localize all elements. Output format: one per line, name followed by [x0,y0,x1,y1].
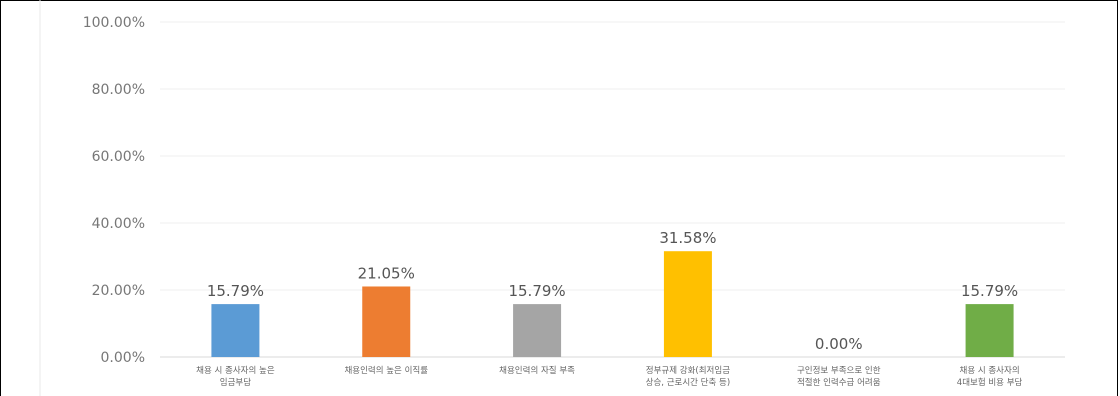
data-label: 0.00% [815,335,863,353]
data-label: 15.79% [508,282,565,300]
category-label: 4대보험 비용 부담 [957,377,1023,388]
bar [362,286,411,357]
data-label: 15.79% [207,282,264,300]
data-label: 15.79% [961,282,1018,300]
category-label: 채용인력의 자질 부족 [499,365,575,376]
category-label: 채용 시 종사자의 높은 [196,365,275,376]
y-tick-label: 40.00% [92,216,145,232]
bar [663,251,712,357]
bar [513,304,562,357]
category-label: 적절한 인력수급 어려움 [797,377,881,388]
bar [965,304,1014,357]
data-label: 31.58% [659,229,716,247]
category-label: 구인정보 부족으로 인한 [797,365,881,376]
category-label: 임금부담 [220,377,251,388]
category-label: 채용인력의 높은 이직률 [344,365,428,376]
y-tick-label: 60.00% [92,149,145,165]
data-label: 21.05% [358,264,415,282]
bar [211,304,260,357]
y-tick-label: 20.00% [92,283,145,299]
y-tick-label: 0.00% [101,350,145,366]
y-tick-label: 80.00% [92,82,145,98]
y-tick-label: 100.00% [83,15,145,31]
category-label: 정부규제 강화(최저임금 [646,365,730,376]
category-label: 채용 시 종사자의 [960,365,1020,376]
category-label: 상승, 근로시간 단축 등) [646,377,731,388]
